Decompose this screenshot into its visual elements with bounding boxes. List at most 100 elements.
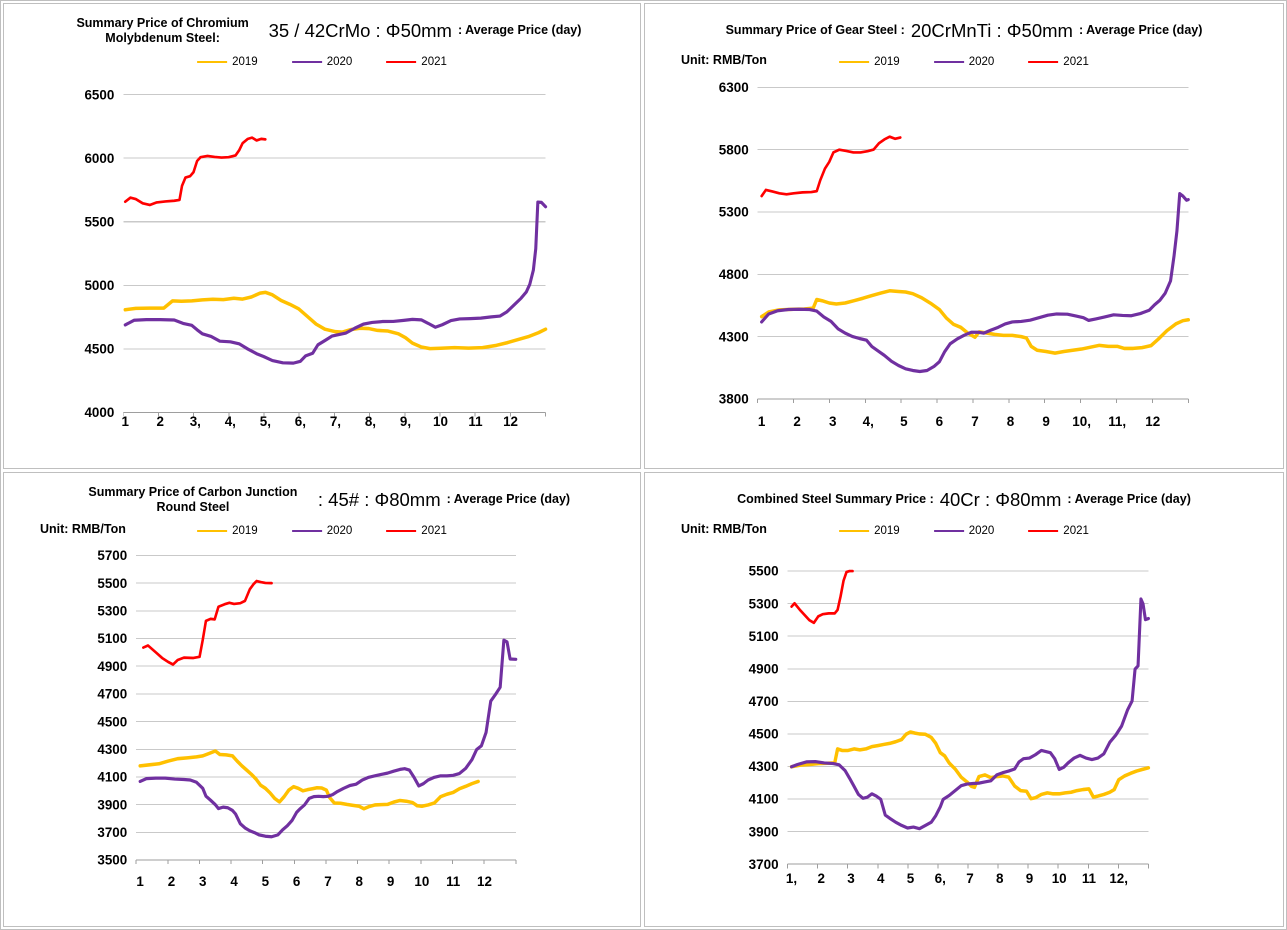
y-axis-label: 5100 — [97, 631, 127, 646]
y-axis-label: 5700 — [97, 548, 127, 563]
x-axis-label: 10 — [433, 413, 448, 428]
legend-line-2020 — [291, 61, 322, 63]
chart-meta-row: Unit: RMB/Ton 2019 2020 2021 — [645, 49, 1283, 74]
x-axis-label: 11 — [1082, 871, 1097, 886]
legend-label-2019: 2019 — [232, 56, 258, 68]
y-axis-label: 3900 — [749, 825, 779, 840]
x-axis-label: 3 — [199, 874, 207, 889]
legend-line-2021 — [386, 529, 417, 532]
legend-item-2021: 2021 — [1028, 525, 1089, 537]
y-axis-label: 4800 — [719, 266, 749, 281]
x-axis-label: 2 — [818, 871, 826, 886]
chart-title-prefix: Summary Price of Carbon Junction Round S… — [88, 485, 298, 514]
legend-line-2020 — [933, 529, 964, 532]
y-axis-label: 4500 — [97, 714, 127, 729]
y-axis-label: 4100 — [97, 770, 127, 785]
x-axis-label: 12 — [1145, 413, 1160, 428]
y-axis-label: 5300 — [749, 597, 779, 612]
legend-item-2019: 2019 — [839, 56, 900, 68]
y-axis-label: 4700 — [97, 687, 127, 702]
legend-label-2021: 2021 — [421, 524, 447, 537]
legend-item-2020: 2020 — [291, 524, 353, 537]
legend-label-2020: 2020 — [968, 524, 995, 537]
x-axis-label: 4 — [877, 871, 885, 886]
y-axis-label: 4300 — [97, 742, 127, 757]
chart-title-suffix: : Average Price (day) — [446, 492, 571, 507]
x-axis-label: 4, — [863, 413, 874, 428]
x-axis-label: 7 — [966, 871, 974, 886]
legend-item-2021: 2021 — [386, 525, 447, 537]
x-axis-label: 8 — [996, 871, 1004, 886]
series-line-2020 — [760, 191, 1190, 373]
y-axis-label: 6000 — [84, 150, 114, 165]
x-axis-label: 10, — [1072, 413, 1091, 428]
legend-label-2021: 2021 — [421, 56, 447, 68]
series-line-2020 — [789, 597, 1150, 831]
legend-item-2019: 2019 — [839, 525, 900, 537]
y-axis-label: 4500 — [84, 341, 114, 356]
legend-label-2020: 2020 — [326, 524, 353, 537]
x-axis-label: 7, — [330, 413, 341, 428]
chart-title-prefix: Summary Price of Gear Steel : — [725, 23, 905, 38]
y-axis-label: 5100 — [749, 629, 779, 644]
x-axis-label: 9 — [387, 874, 395, 889]
x-axis-label: 1 — [758, 413, 766, 428]
legend-line-2020 — [291, 529, 322, 532]
x-axis-label: 7 — [971, 413, 979, 428]
x-axis-label: 12, — [1109, 871, 1128, 886]
legend-item-2020: 2020 — [933, 56, 995, 68]
legend-label-2021: 2021 — [1063, 56, 1089, 68]
series-line-2019 — [123, 290, 548, 351]
legend-line-2019 — [839, 61, 870, 63]
y-axis-label: 5300 — [719, 204, 749, 219]
x-axis-label: 5 — [907, 871, 915, 886]
legend-label-2020: 2020 — [968, 56, 995, 68]
y-axis-label: 3800 — [719, 391, 749, 406]
x-axis-label: 7 — [324, 874, 332, 889]
y-axis-label: 5800 — [719, 142, 749, 157]
y-axis-label: 4900 — [97, 659, 127, 674]
x-axis-label: 3 — [829, 413, 837, 428]
chart-meta-row: Unit: RMB/Ton 2019 2020 2021 — [4, 518, 640, 543]
x-axis-label: 6 — [936, 413, 944, 428]
legend-item-2019: 2019 — [197, 525, 258, 537]
chart-title: Summary Price of Gear Steel : 20CrMnTi :… — [645, 4, 1283, 49]
y-axis-label: 5300 — [97, 604, 127, 619]
legend-item-2019: 2019 — [197, 56, 258, 68]
chart-title: Combined Steel Summary Price : 40Cr : Φ8… — [645, 473, 1283, 518]
series-line-2020 — [123, 200, 548, 365]
x-axis-label: 10 — [1052, 871, 1067, 886]
y-axis-label: 3700 — [749, 857, 779, 872]
x-axis-label: 2 — [793, 413, 801, 428]
y-axis-label: 5500 — [749, 564, 779, 579]
unit-label: Unit: RMB/Ton — [681, 53, 767, 68]
chart-title-main: 40Cr : Φ80mm — [939, 488, 1062, 510]
x-axis-label: 8, — [365, 413, 376, 428]
legend-line-2019 — [197, 529, 228, 532]
series-line-2021 — [123, 135, 267, 207]
chart-title: Summary Price of Chromium Molybdenum Ste… — [4, 4, 640, 49]
x-axis-label: 11 — [468, 413, 483, 428]
x-axis-label: 9 — [1026, 871, 1034, 886]
y-axis-label: 4900 — [749, 662, 779, 677]
x-axis-label: 6 — [293, 874, 301, 889]
series-line-2021 — [760, 135, 902, 198]
legend-label-2019: 2019 — [232, 524, 258, 537]
x-axis-label: 3 — [847, 871, 855, 886]
chart-title-prefix: Summary Price of Chromium Molybdenum Ste… — [76, 16, 249, 45]
series-line-2019 — [138, 749, 480, 812]
y-axis-label: 5500 — [97, 576, 127, 591]
x-axis-label: 2 — [168, 874, 176, 889]
x-axis-label: 3, — [190, 413, 201, 428]
chart-title-main: : 45# : Φ80mm — [317, 488, 441, 510]
chart-title-suffix: : Average Price (day) — [457, 23, 582, 38]
legend-line-2019 — [197, 61, 228, 63]
x-axis-label: 1 — [136, 874, 144, 889]
y-axis-label: 6300 — [719, 80, 749, 95]
y-axis-label: 6500 — [84, 87, 114, 102]
x-axis-label: 5 — [900, 413, 908, 428]
x-axis-label: 11 — [446, 874, 461, 889]
x-axis-label: 5, — [260, 413, 271, 428]
